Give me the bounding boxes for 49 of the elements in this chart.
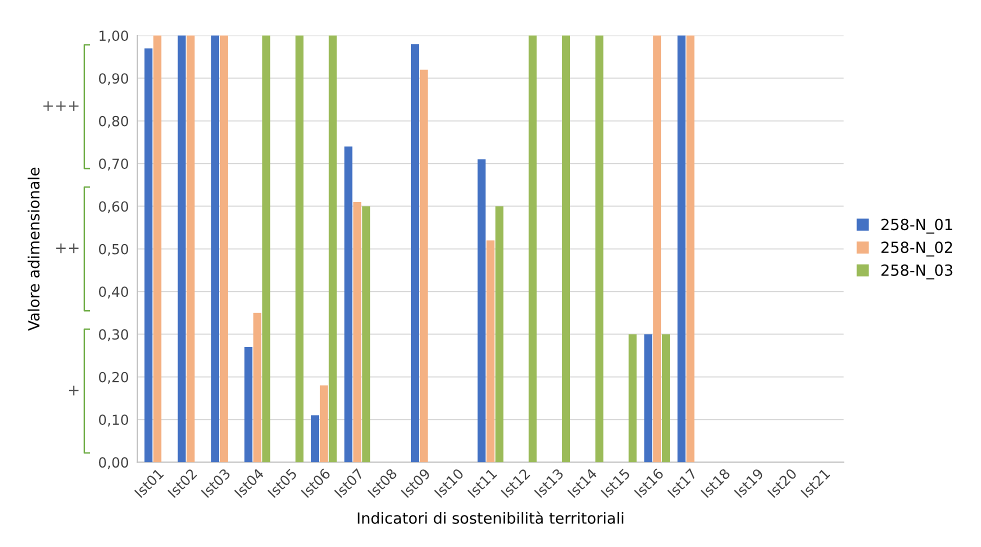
bar [144, 48, 152, 462]
y-tick-label: 0,30 [99, 329, 128, 342]
y-tick-label: 1,00 [100, 30, 128, 42]
bar [653, 36, 662, 462]
bar [328, 36, 337, 462]
bar [186, 36, 195, 462]
bar [562, 36, 570, 462]
y-tick-label: 0,10 [99, 414, 128, 426]
text: + [68, 386, 79, 396]
y-tick-label: 0,00 [99, 457, 128, 470]
x-axis-title: Indicatori di sostenibilità territoriali [358, 511, 624, 524]
bar [353, 202, 362, 462]
bar [344, 146, 352, 462]
y-tick-label: 0,20 [99, 372, 128, 384]
bar [311, 415, 320, 462]
bar [211, 36, 220, 462]
bar [595, 36, 604, 462]
bar [220, 36, 228, 462]
text: ++ [56, 244, 79, 254]
bar [262, 36, 270, 462]
bar [528, 36, 537, 462]
bar [495, 206, 504, 462]
y-tick-label: 0,80 [99, 116, 128, 128]
bar [662, 334, 670, 462]
text: +++ [43, 101, 79, 111]
bar [678, 36, 686, 462]
y-tick-label: 0,50 [99, 244, 128, 256]
bar [153, 36, 162, 462]
bar [244, 347, 252, 462]
bar [320, 385, 328, 462]
legend-label: 258-N_03 [881, 264, 952, 280]
y-tick-label: 0,70 [99, 158, 128, 170]
y-tick-label: 0,40 [99, 286, 128, 298]
bar [478, 159, 486, 462]
bar [295, 36, 304, 462]
bar [628, 334, 637, 462]
bar [486, 240, 494, 462]
bar [420, 70, 428, 462]
y-tick-label: 0,60 [99, 201, 128, 214]
legend-label: 258-N_01 [881, 218, 952, 234]
bar [253, 312, 262, 462]
bar [686, 36, 694, 462]
bar [644, 334, 652, 462]
bar [362, 206, 370, 462]
bar [410, 44, 419, 462]
bar [178, 36, 186, 462]
y-axis-title: Valore adimensionale [28, 168, 40, 331]
legend-label: 258-N_02 [881, 242, 952, 256]
y-tick-label: 0,90 [99, 73, 128, 86]
